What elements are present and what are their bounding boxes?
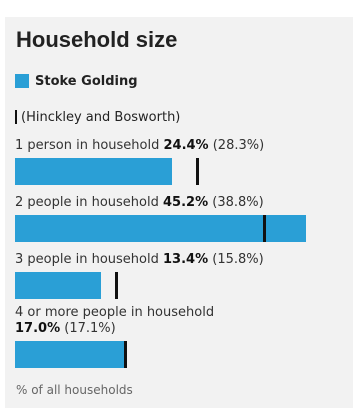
legend-item-stoke-golding: Stoke Golding xyxy=(15,70,180,92)
marker-hinckley-4-plus-people xyxy=(123,341,127,368)
category-label: 2 people in household xyxy=(15,195,159,210)
category-4-plus-people: 4 or more people in household 17.0% (17.… xyxy=(15,305,345,368)
chart-title: Household size xyxy=(16,27,178,52)
value-label: 45.2% xyxy=(163,195,209,210)
category-label: 3 people in household xyxy=(15,252,159,267)
category-label: 1 person in household xyxy=(15,138,160,153)
marker-hinckley-2-people xyxy=(263,215,267,242)
legend-item-hinckley-bosworth: (Hinckley and Bosworth) xyxy=(15,106,180,128)
bar-track xyxy=(15,341,345,368)
bar-track xyxy=(15,272,345,299)
legend-label-stoke-golding: Stoke Golding xyxy=(35,73,138,89)
category-label-row: 3 people in household 13.4% (15.8%) xyxy=(15,252,345,268)
bar-track xyxy=(15,158,345,185)
category-3-people: 3 people in household 13.4% (15.8%) xyxy=(15,252,345,299)
legend: Stoke Golding (Hinckley and Bosworth) xyxy=(15,70,180,128)
bar-stoke-golding-1-person xyxy=(15,158,173,185)
marker-hinckley-3-people xyxy=(115,272,119,299)
value-label: 13.4% xyxy=(163,252,209,267)
value-label: 24.4% xyxy=(163,138,209,153)
legend-swatch-stoke-golding xyxy=(15,74,29,88)
marker-hinckley-1-person xyxy=(195,158,199,185)
category-label: 4 or more people in household xyxy=(15,305,215,320)
bar-stoke-golding-2-people xyxy=(15,215,307,242)
comparison-label: (28.3%) xyxy=(212,138,265,153)
household-size-card: Household size Stoke Golding (Hinckley a… xyxy=(5,17,353,408)
category-label-row: 2 people in household 45.2% (38.8%) xyxy=(15,195,345,211)
legend-label-hinckley-bosworth: (Hinckley and Bosworth) xyxy=(21,109,181,125)
category-2-people: 2 people in household 45.2% (38.8%) xyxy=(15,195,345,242)
legend-marker-hinckley-bosworth xyxy=(15,110,17,124)
category-label-row: 4 or more people in household 17.0% (17.… xyxy=(15,305,345,337)
category-1-person: 1 person in household 24.4% (28.3%) xyxy=(15,138,345,185)
comparison-label: (17.1%) xyxy=(64,321,116,336)
bar-stoke-golding-3-people xyxy=(15,272,102,299)
bar-stoke-golding-4-plus-people xyxy=(15,341,125,368)
value-label: 17.0% xyxy=(15,321,61,336)
category-label-row: 1 person in household 24.4% (28.3%) xyxy=(15,138,345,154)
comparison-label: (38.8%) xyxy=(212,195,264,210)
comparison-label: (15.8%) xyxy=(212,252,264,267)
bar-track xyxy=(15,215,345,242)
chart-footer: % of all households xyxy=(16,383,133,397)
